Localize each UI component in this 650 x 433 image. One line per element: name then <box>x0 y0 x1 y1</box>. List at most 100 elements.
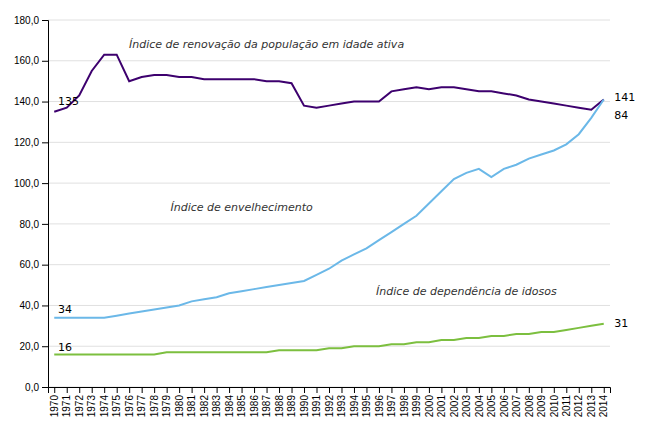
x-tick: 1971 <box>61 387 72 417</box>
x-tick-mark <box>604 387 605 393</box>
x-tick-label: 2014 <box>598 395 609 418</box>
y-tick-mark <box>42 61 48 62</box>
x-tick-mark <box>292 387 293 393</box>
x-axis-line <box>49 388 611 394</box>
x-tick: 1978 <box>149 387 160 417</box>
x-tick: 1970 <box>49 387 60 417</box>
x-tick: 2005 <box>486 387 497 417</box>
x-tick-label: 1992 <box>324 395 335 418</box>
chart: 0,020,040,060,080,0100,0120,0140,0160,01… <box>0 0 650 433</box>
y-tick-label: 80,0 <box>20 219 40 230</box>
y-tick: 20,0 <box>20 341 48 352</box>
x-tick-mark <box>204 387 205 393</box>
x-tick-mark <box>92 387 93 393</box>
y-tick-label: 60,0 <box>20 259 40 270</box>
series-line <box>54 55 604 112</box>
annotation: 84 <box>614 109 628 122</box>
y-tick: 100,0 <box>14 178 48 189</box>
x-tick-label: 2006 <box>499 395 510 418</box>
x-tick-mark <box>591 387 592 393</box>
x-tick-mark <box>379 387 380 393</box>
x-tick: 2000 <box>424 387 435 417</box>
grid-line <box>48 264 610 265</box>
y-tick: 140,0 <box>14 96 48 107</box>
x-tick-mark <box>279 387 280 393</box>
x-tick: 2007 <box>511 387 522 417</box>
x-tick-label: 1997 <box>386 395 397 418</box>
x-tick-label: 1975 <box>111 395 122 418</box>
x-tick: 1984 <box>224 387 235 417</box>
x-tick: 1994 <box>349 387 360 417</box>
grid-line <box>48 101 610 102</box>
x-tick-mark <box>391 387 392 393</box>
annotation: 135 <box>58 95 79 108</box>
x-tick: 2003 <box>461 387 472 417</box>
x-tick: 1976 <box>124 387 135 417</box>
x-tick: 2010 <box>549 387 560 417</box>
y-tick-label: 120,0 <box>14 137 39 148</box>
x-tick-mark <box>67 387 68 393</box>
x-tick: 2009 <box>536 387 547 417</box>
y-tick-label: 160,0 <box>14 55 39 66</box>
x-tick: 1993 <box>336 387 347 417</box>
x-tick: 1985 <box>236 387 247 417</box>
x-tick-label: 1981 <box>186 395 197 418</box>
x-tick: 2014 <box>598 387 609 417</box>
x-tick: 1979 <box>161 387 172 417</box>
x-tick: 2004 <box>474 387 485 417</box>
x-tick: 2002 <box>449 387 460 417</box>
x-tick-label: 1989 <box>286 395 297 418</box>
x-tick-mark <box>454 387 455 393</box>
y-axis: 0,020,040,060,080,0100,0120,0140,0160,01… <box>14 15 49 393</box>
x-tick-label: 2001 <box>436 395 447 418</box>
x-tick-label: 2011 <box>561 395 572 417</box>
annotation: 31 <box>614 317 628 330</box>
x-tick-mark <box>179 387 180 393</box>
x-tick: 1987 <box>261 387 272 417</box>
x-tick-label: 2007 <box>511 395 522 418</box>
x-tick-mark <box>304 387 305 393</box>
y-tick-mark <box>42 224 48 225</box>
x-tick-mark <box>267 387 268 393</box>
annotation: 34 <box>58 303 72 316</box>
x-tick: 2013 <box>586 387 597 417</box>
x-tick: 1997 <box>386 387 397 417</box>
x-tick-label: 1976 <box>124 395 135 418</box>
x-tick-mark <box>217 387 218 393</box>
x-tick: 1991 <box>311 387 322 417</box>
x-tick-mark <box>142 387 143 393</box>
x-tick: 1988 <box>274 387 285 417</box>
x-tick-label: 1985 <box>236 395 247 418</box>
x-tick-label: 2010 <box>549 395 560 418</box>
x-tick-label: 1984 <box>224 395 235 418</box>
x-tick-label: 2005 <box>486 395 497 418</box>
x-tick-mark <box>167 387 168 393</box>
x-tick-label: 1982 <box>199 395 210 418</box>
y-tick: 0,0 <box>25 382 48 393</box>
grid-line <box>48 305 610 306</box>
y-tick-label: 140,0 <box>14 96 39 107</box>
x-tick-mark <box>341 387 342 393</box>
x-tick-label: 1990 <box>299 395 310 418</box>
x-tick: 2011 <box>561 387 572 417</box>
x-tick-label: 2008 <box>524 395 535 418</box>
x-tick-label: 1986 <box>249 395 260 418</box>
annotation: Índice de envelhecimento <box>170 201 312 214</box>
x-tick: 1975 <box>111 387 122 417</box>
x-tick: 1981 <box>186 387 197 417</box>
x-tick-mark <box>441 387 442 393</box>
grid <box>48 20 610 387</box>
y-tick: 60,0 <box>20 259 48 270</box>
annotation: Índice de dependência de idosos <box>376 285 557 298</box>
x-tick-mark <box>366 387 367 393</box>
x-tick-mark <box>541 387 542 393</box>
x-tick-label: 2003 <box>461 395 472 418</box>
x-tick: 1986 <box>249 387 260 417</box>
y-tick: 180,0 <box>14 15 48 26</box>
x-tick: 1990 <box>299 387 310 417</box>
x-tick: 1992 <box>324 387 335 417</box>
x-tick: 2008 <box>524 387 535 417</box>
x-tick-mark <box>504 387 505 393</box>
x-tick-label: 1973 <box>86 395 97 418</box>
grid-line <box>48 223 610 224</box>
